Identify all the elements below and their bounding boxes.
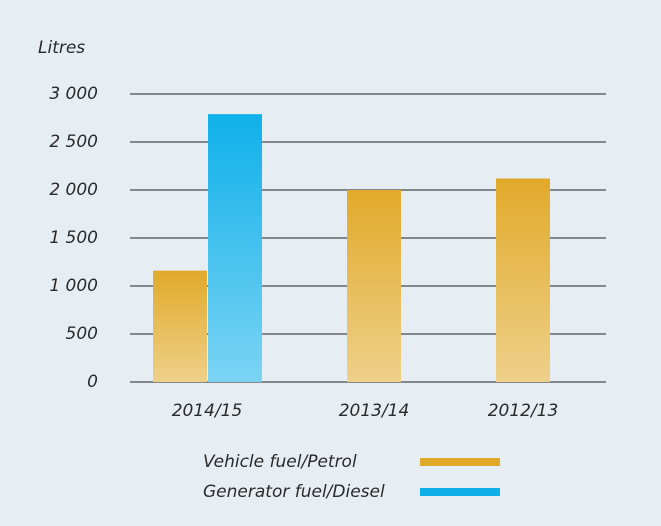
- bar-shade: [153, 270, 207, 382]
- y-tick-label: 0: [87, 372, 98, 392]
- legend-swatch: [420, 458, 500, 466]
- y-tick-label: 500: [66, 324, 98, 344]
- bar-shade: [208, 114, 262, 382]
- y-tick-label: 1 500: [49, 228, 98, 248]
- x-tick-label: 2012/13: [488, 401, 559, 421]
- y-tick-label: 2 500: [49, 132, 98, 152]
- legend-swatch: [420, 488, 500, 496]
- legend-label: Generator fuel/Diesel: [203, 482, 385, 502]
- y-tick-label: 2 000: [49, 180, 98, 200]
- x-tick-label: 2014/15: [172, 401, 243, 421]
- y-tick-label: 1 000: [49, 276, 98, 296]
- bar-shade: [347, 190, 401, 382]
- legend-label: Vehicle fuel/Petrol: [203, 452, 357, 472]
- y-axis-label: Litres: [38, 38, 85, 58]
- y-tick-label: 3 000: [49, 84, 98, 104]
- x-tick-label: 2013/14: [339, 401, 410, 421]
- bar-shade: [496, 178, 550, 382]
